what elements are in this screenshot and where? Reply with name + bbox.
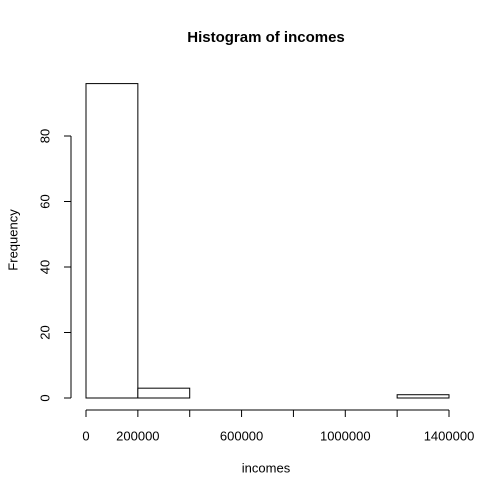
y-tick-label: 20 bbox=[37, 325, 52, 339]
y-axis-label: Frequency bbox=[5, 209, 20, 271]
x-tick-label: 600000 bbox=[220, 428, 263, 443]
x-tick-label: 1000000 bbox=[320, 428, 371, 443]
y-tick-label: 0 bbox=[37, 394, 52, 401]
x-tick-label: 1400000 bbox=[424, 428, 475, 443]
y-tick-label: 80 bbox=[37, 129, 52, 143]
x-tick-label: 200000 bbox=[116, 428, 159, 443]
x-axis-label: incomes bbox=[242, 460, 291, 475]
bar bbox=[137, 387, 191, 399]
bar bbox=[396, 394, 450, 399]
chart-title: Histogram of incomes bbox=[187, 29, 345, 46]
x-tick-label: 0 bbox=[82, 428, 89, 443]
bar bbox=[85, 83, 139, 399]
y-tick-label: 60 bbox=[37, 194, 52, 208]
y-tick-label: 40 bbox=[37, 260, 52, 274]
